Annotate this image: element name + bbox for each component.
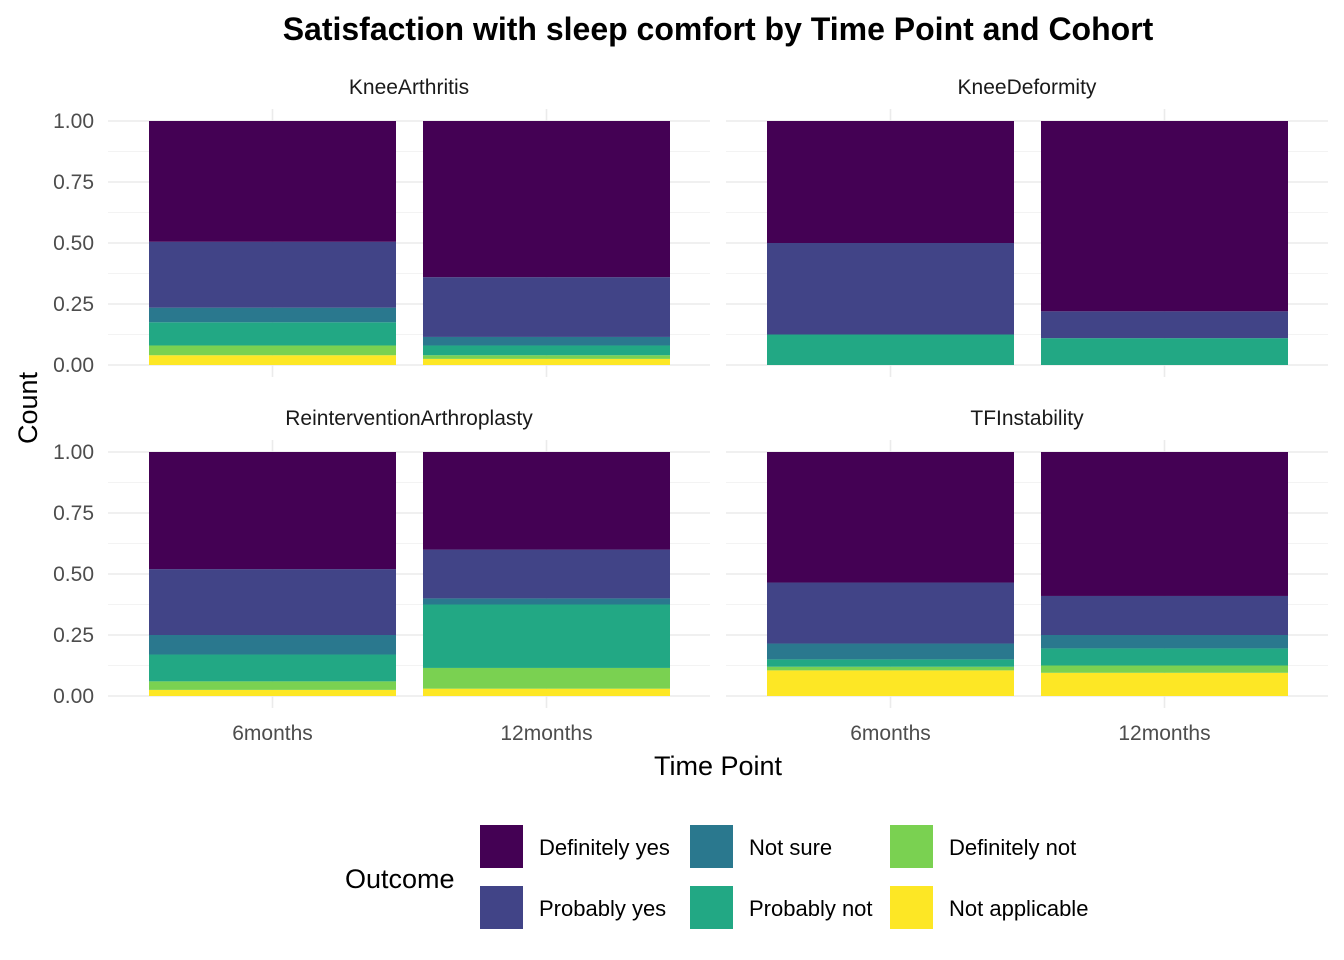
- x-tick-label: 12months: [1118, 722, 1210, 745]
- bar-segment-not-sure: [149, 635, 396, 655]
- chart-title: Satisfaction with sleep comfort by Time …: [283, 11, 1154, 47]
- bar-12months: [423, 121, 670, 365]
- bar-segment-not-applicable: [1041, 672, 1288, 696]
- bar-segment-not-applicable: [149, 355, 396, 365]
- bar-segment-definitely-yes: [149, 121, 396, 242]
- y-tick-label: 0.00: [53, 685, 94, 708]
- y-tick-label: 0.25: [53, 293, 94, 316]
- legend-label: Definitely not: [949, 835, 1076, 860]
- bar-12months: [423, 452, 670, 696]
- legend-label: Not sure: [749, 835, 832, 860]
- facet-panels: KneeArthritis 0.00 0.25 0.50 0.75 1.00 KneeDef…: [53, 76, 1328, 745]
- y-axis-title: Count: [13, 371, 43, 444]
- legend-item-probably-yes: Probably yes: [480, 886, 666, 929]
- y-tick-label: 0.50: [53, 232, 94, 255]
- legend-item-not-applicable: Not applicable: [890, 886, 1088, 929]
- bar-segment-definitely-not: [149, 345, 396, 356]
- legend-label: Not applicable: [949, 896, 1088, 921]
- bar-segment-not-sure: [767, 643, 1014, 660]
- bar-segment-not-applicable: [423, 358, 670, 365]
- bar-segment-not-applicable: [423, 688, 670, 696]
- y-tick-label: 0.00: [53, 354, 94, 377]
- bar-segment-probably-yes: [423, 549, 670, 599]
- bar-segment-not-sure: [1041, 635, 1288, 649]
- y-tick-label: 1.00: [53, 441, 94, 464]
- bar-segment-probably-not: [149, 322, 396, 346]
- y-tick-label: 0.50: [53, 563, 94, 586]
- bar-segment-probably-yes: [1041, 595, 1288, 635]
- legend-title: Outcome: [345, 864, 455, 894]
- facet-kneearthritis: KneeArthritis 0.00 0.25 0.50 0.75 1.00: [53, 76, 710, 377]
- bar-segment-probably-not: [1041, 338, 1288, 365]
- bar-segment-probably-yes: [1041, 311, 1288, 339]
- bar-segment-definitely-not: [1041, 665, 1288, 673]
- bar-segment-definitely-yes: [423, 452, 670, 550]
- bar-12months: [1041, 452, 1288, 696]
- bar-segment-probably-yes: [149, 241, 396, 308]
- x-axis-title: Time Point: [654, 751, 783, 781]
- y-tick-label: 0.25: [53, 624, 94, 647]
- legend: Definitely yes Probably yes Not sure Probab…: [480, 825, 1088, 929]
- bar-6months: [149, 121, 396, 365]
- legend-swatch: [480, 825, 523, 868]
- legend-swatch: [690, 825, 733, 868]
- bar-6months: [149, 452, 396, 696]
- bar-segment-definitely-yes: [767, 121, 1014, 243]
- bar-segment-probably-not: [423, 345, 670, 356]
- bar-segment-definitely-yes: [149, 452, 396, 570]
- bar-segment-definitely-not: [767, 666, 1014, 671]
- facet-label: KneeArthritis: [349, 76, 469, 99]
- legend-swatch: [690, 886, 733, 929]
- bar-segment-probably-yes: [767, 243, 1014, 335]
- y-tick-label: 1.00: [53, 110, 94, 133]
- legend-item-probably-not: Probably not: [690, 886, 873, 929]
- facet-label: TFInstability: [970, 407, 1084, 430]
- x-tick-label: 12months: [500, 722, 592, 745]
- bar-segment-probably-not: [149, 654, 396, 682]
- legend-swatch: [890, 825, 933, 868]
- bar-segment-definitely-not: [423, 355, 670, 359]
- facet-reinterventionarthroplasty: ReinterventionArthroplasty 0.00 0.25 0.50 0.…: [53, 407, 710, 745]
- legend-item-not-sure: Not sure: [690, 825, 832, 868]
- legend-item-definitely-not: Definitely not: [890, 825, 1076, 868]
- bar-segment-probably-yes: [767, 582, 1014, 644]
- bar-12months: [1041, 121, 1288, 365]
- facet-kneedeformity: KneeDeformity: [726, 76, 1328, 377]
- x-tick-label: 6months: [232, 722, 313, 745]
- bar-segment-not-sure: [423, 336, 670, 346]
- facet-label: ReinterventionArthroplasty: [285, 407, 533, 430]
- bar-segment-probably-yes: [423, 277, 670, 337]
- legend-label: Definitely yes: [539, 835, 670, 860]
- bar-6months: [767, 452, 1014, 696]
- y-tick-label: 0.75: [53, 171, 94, 194]
- bar-segment-not-applicable: [767, 670, 1014, 696]
- legend-label: Probably not: [749, 896, 873, 921]
- bar-segment-probably-not: [1041, 648, 1288, 666]
- bar-segment-definitely-not: [423, 667, 670, 689]
- bar-segment-definitely-yes: [423, 121, 670, 278]
- bar-segment-definitely-yes: [1041, 452, 1288, 596]
- bar-segment-definitely-not: [149, 681, 396, 690]
- bar-segment-not-applicable: [149, 689, 396, 696]
- facet-label: KneeDeformity: [958, 76, 1097, 99]
- legend-swatch: [890, 886, 933, 929]
- bar-segment-definitely-yes: [1041, 121, 1288, 312]
- bar-segment-not-sure: [423, 598, 670, 605]
- bar-segment-definitely-yes: [767, 452, 1014, 583]
- legend-item-definitely-yes: Definitely yes: [480, 825, 670, 868]
- facet-tfinstability: TFInstability 6months 12months: [726, 407, 1328, 745]
- legend-label: Probably yes: [539, 896, 666, 921]
- y-tick-label: 0.75: [53, 502, 94, 525]
- x-tick-label: 6months: [850, 722, 931, 745]
- bar-segment-probably-not: [767, 659, 1014, 667]
- bar-segment-not-sure: [149, 307, 396, 323]
- legend-swatch: [480, 886, 523, 929]
- bar-segment-probably-not: [767, 334, 1014, 365]
- bar-segment-probably-not: [423, 604, 670, 668]
- bar-segment-probably-yes: [149, 569, 396, 635]
- bar-6months: [767, 121, 1014, 365]
